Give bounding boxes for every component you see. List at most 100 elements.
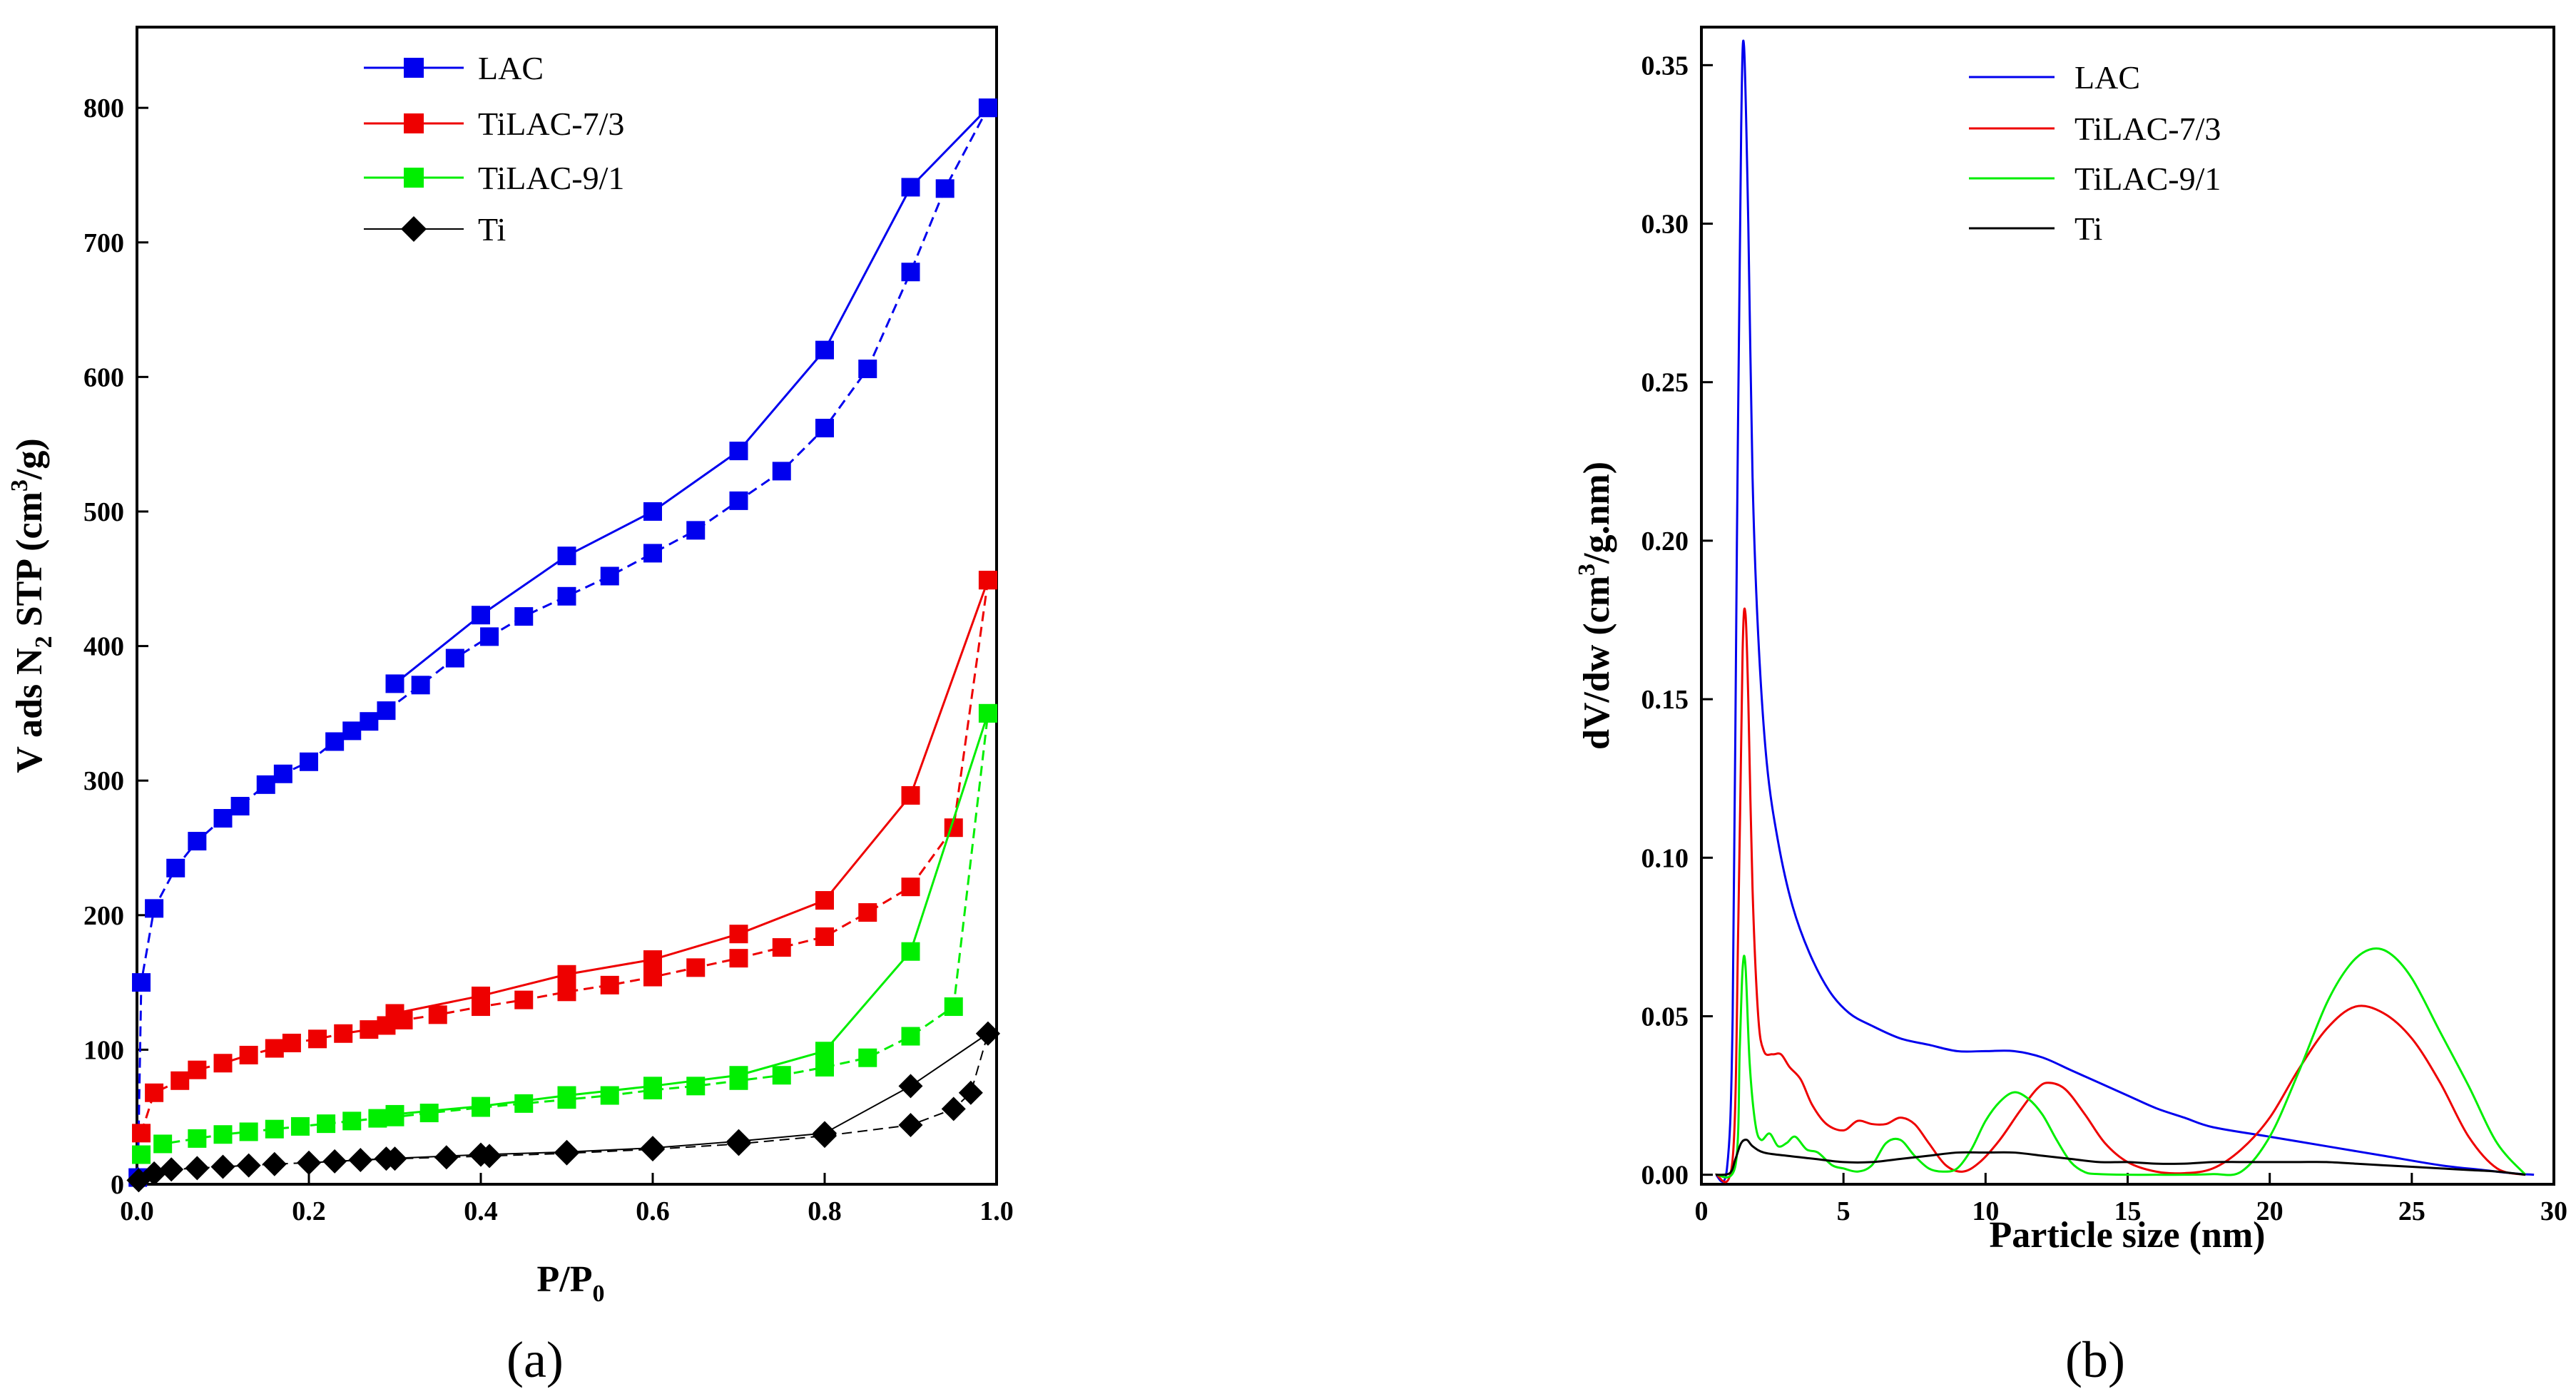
- adsorption-point-tilac-7-3: [265, 1039, 284, 1058]
- adsorption-point-ti: [958, 1080, 983, 1105]
- adsorption-point-lac: [145, 899, 164, 918]
- legend-item-b-ti: Ti: [1969, 210, 2102, 247]
- adsorption-point-lac: [132, 973, 151, 992]
- adsorption-point-lac: [480, 627, 499, 646]
- desorption-point-tilac-7-3: [385, 1004, 404, 1023]
- desorption-point-tilac-9-1: [901, 942, 920, 961]
- desorption-point-ti: [374, 1146, 399, 1171]
- desorption-point-tilac-9-1: [815, 1042, 834, 1061]
- desorption-point-tilac-9-1: [472, 1097, 490, 1116]
- legend-label-tilac-7-3: TiLAC-7/3: [478, 106, 624, 142]
- panel-b-ticks: 0 5 10 15 20 25 30 0.00 0.05 0.10 0.15 0.20 0.25 0.30…: [1641, 51, 2568, 1226]
- legend-label-b-ti: Ti: [2074, 210, 2102, 247]
- a-x-tick-label: 0.6: [636, 1196, 670, 1226]
- a-y-tick-label: 700: [83, 228, 124, 258]
- desorption-point-tilac-9-1: [643, 1077, 662, 1096]
- series-tilac-7-3: [132, 571, 997, 1143]
- adsorption-point-tilac-7-3: [858, 903, 877, 922]
- a-x-tick-label: 0.0: [120, 1196, 154, 1226]
- panel-a-ticks: 0.0 0.2 0.4 0.6 0.8 1.0 0 100 200 300 400 500 600 700…: [83, 93, 1014, 1226]
- desorption-point-ti: [813, 1121, 837, 1146]
- a-y-tick-label: 600: [83, 362, 124, 392]
- adsorption-point-ti: [348, 1148, 373, 1173]
- panel-a-y-title-sup: 3: [6, 479, 33, 492]
- adsorption-point-tilac-7-3: [132, 1124, 151, 1143]
- adsorption-point-lac: [325, 732, 345, 751]
- adsorption-point-tilac-9-1: [132, 1145, 151, 1164]
- adsorption-point-lac: [557, 586, 576, 606]
- adsorption-point-lac: [166, 858, 185, 877]
- panel-a-isotherm-chart: 0.0 0.2 0.4 0.6 0.8 1.0 0 100 200 300 400 500 600 700…: [6, 26, 1014, 1388]
- panel-a-y-title-sub: 2: [31, 636, 57, 648]
- desorption-point-tilac-9-1: [729, 1066, 748, 1085]
- legend-item-tilac-9-1: TiLAC-9/1: [364, 160, 624, 196]
- b-x-tick-label: 5: [1837, 1196, 1850, 1226]
- desorption-line-tilac-9-1: [394, 713, 989, 1116]
- adsorption-point-tilac-7-3: [815, 927, 834, 946]
- desorption-point-ti: [641, 1136, 665, 1161]
- desorption-line-tilac-7-3: [394, 579, 989, 1014]
- b-x-tick-label: 20: [2256, 1196, 2284, 1226]
- adsorption-point-ti: [262, 1151, 287, 1176]
- panel-a-series: [126, 98, 1000, 1193]
- curve-b-tilac-9-1: [1715, 947, 2527, 1179]
- panel-b-y-title-p2: /g.nm): [1577, 462, 1617, 564]
- desorption-point-tilac-7-3: [901, 785, 920, 805]
- adsorption-point-lac: [935, 179, 954, 198]
- adsorption-point-ti: [941, 1097, 966, 1121]
- adsorption-point-tilac-9-1: [686, 1077, 706, 1096]
- adsorption-point-lac: [300, 752, 318, 771]
- adsorption-point-lac: [858, 360, 877, 379]
- legend-marker-tilac-9-1: [404, 168, 424, 188]
- adsorption-point-tilac-7-3: [282, 1033, 301, 1052]
- adsorption-point-ti: [185, 1156, 210, 1181]
- adsorption-point-lac: [686, 521, 706, 540]
- adsorption-point-lac: [360, 712, 379, 731]
- panel-a-x-title-main: P/P: [537, 1259, 593, 1300]
- adsorption-point-lac: [514, 607, 534, 626]
- adsorption-point-tilac-9-1: [815, 1057, 834, 1077]
- panel-b-plot-frame: [1700, 26, 2555, 1186]
- adsorption-point-tilac-7-3: [557, 982, 576, 1002]
- b-x-tick-label: 10: [1972, 1196, 1999, 1226]
- b-x-tick-label: 30: [2540, 1196, 2567, 1226]
- adsorption-point-tilac-9-1: [239, 1122, 258, 1141]
- a-y-tick-label: 400: [83, 632, 124, 662]
- desorption-point-lac: [385, 674, 404, 693]
- adsorption-point-ti: [142, 1161, 167, 1186]
- desorption-line-lac: [394, 107, 989, 685]
- legend-label-b-tilac-9-1: TiLAC-9/1: [2074, 161, 2221, 197]
- b-y-tick-label: 0.15: [1641, 685, 1689, 715]
- panel-a-x-title-sub: 0: [592, 1281, 604, 1307]
- adsorption-point-tilac-7-3: [308, 1029, 327, 1049]
- b-y-tick-label: 0.10: [1641, 843, 1689, 873]
- b-y-tick-label: 0.35: [1641, 51, 1689, 81]
- desorption-point-tilac-7-3: [557, 965, 576, 984]
- desorption-point-tilac-7-3: [472, 986, 490, 1005]
- desorption-point-ti: [554, 1139, 579, 1164]
- adsorption-point-tilac-9-1: [944, 997, 963, 1017]
- desorption-point-tilac-7-3: [978, 571, 997, 590]
- adsorption-point-tilac-9-1: [368, 1109, 387, 1128]
- adsorption-point-lac: [230, 797, 250, 816]
- b-x-tick-label: 15: [2114, 1196, 2142, 1226]
- adsorption-point-lac: [188, 832, 207, 851]
- adsorption-point-tilac-7-3: [188, 1060, 207, 1079]
- panel-a-legend: LAC TiLAC-7/3 TiLAC-9/1 Ti: [364, 50, 624, 248]
- panel-b-y-title-p1: dV/dw (cm: [1577, 576, 1617, 750]
- adsorption-point-tilac-9-1: [317, 1114, 336, 1134]
- legend-item-b-tilac-7-3: TiLAC-7/3: [1969, 111, 2221, 147]
- series-tilac-9-1: [132, 703, 997, 1164]
- b-y-tick-label: 0.00: [1641, 1161, 1689, 1191]
- panel-a-x-axis-title: P/P0: [537, 1259, 605, 1307]
- adsorption-point-tilac-9-1: [265, 1119, 284, 1139]
- adsorption-point-tilac-9-1: [213, 1125, 233, 1144]
- a-x-tick-label: 0.2: [292, 1196, 326, 1226]
- adsorption-point-tilac-9-1: [514, 1094, 534, 1113]
- panel-a-y-title-p3: /g): [9, 438, 50, 480]
- desorption-point-ti: [726, 1129, 751, 1154]
- panel-a-plot-frame: [136, 26, 998, 1186]
- adsorption-point-lac: [342, 721, 362, 741]
- adsorption-point-tilac-9-1: [600, 1086, 619, 1105]
